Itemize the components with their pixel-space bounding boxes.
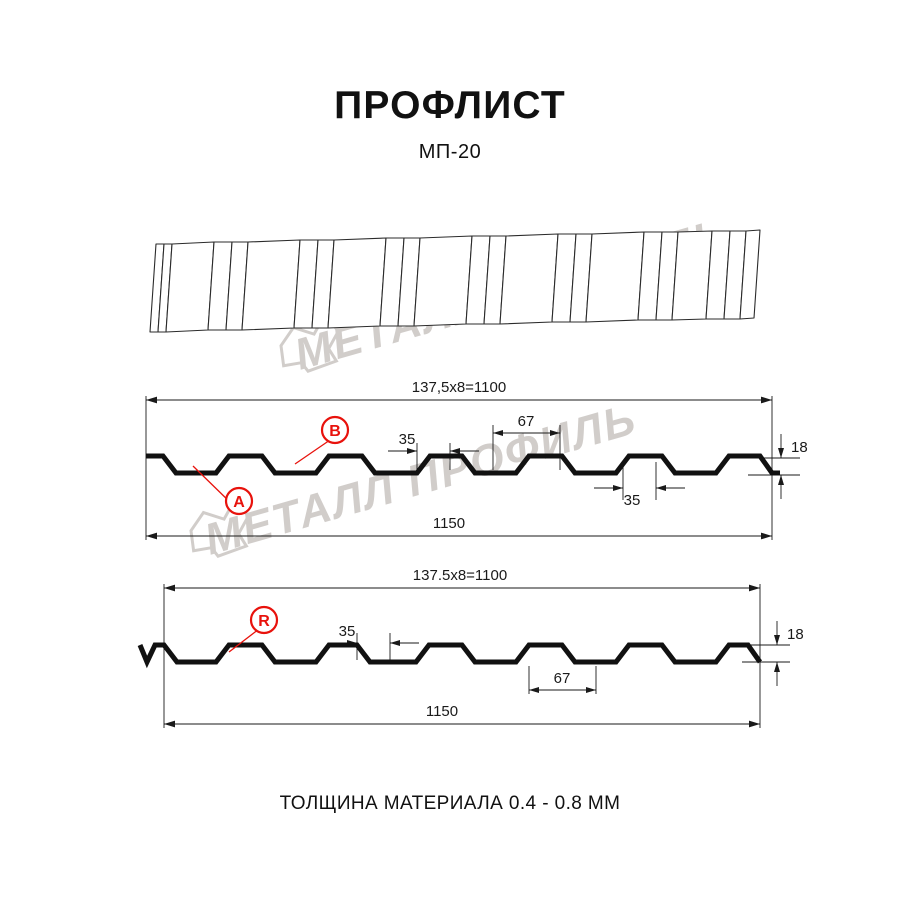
- callout-a-label: A: [233, 494, 245, 511]
- callout-b-label: B: [329, 423, 341, 440]
- dim-1150-top: [146, 532, 772, 540]
- page-subtitle: МП-20: [418, 141, 482, 163]
- section-top: 137,5x8=1100 35 67: [145, 379, 808, 540]
- footer-block: ТОЛЩИНА МАТЕРИАЛА 0.4 - 0.8 ММ: [0, 793, 900, 815]
- dim-label-35-bottom: 35: [339, 623, 356, 640]
- callout-r-circle: [249, 605, 279, 635]
- dim-label-67-top: 67: [518, 413, 535, 430]
- dim-label-35-top: 35: [399, 431, 416, 448]
- dim-35-lower-top: [594, 485, 685, 491]
- dim-67-bottom: [529, 687, 596, 693]
- dim-18-top: [778, 434, 784, 499]
- material-thickness-note: ТОЛЩИНА МАТЕРИАЛА 0.4 - 0.8 ММ: [279, 793, 621, 814]
- page-title: ПРОФЛИСТ: [334, 84, 566, 127]
- callout-a-circle: [224, 486, 254, 516]
- dim-35-top: [388, 448, 479, 454]
- dim-label-18-bottom: 18: [787, 626, 804, 643]
- profile-section-bottom: [137, 642, 763, 669]
- dim-label-35-lower-top: 35: [624, 492, 641, 509]
- callout-r-label: R: [258, 613, 270, 630]
- callout-b-circle: [320, 415, 350, 445]
- rib-group: [165, 229, 761, 333]
- dim-label-67-bottom: 67: [554, 670, 571, 687]
- dim-67-top: [493, 430, 560, 436]
- isometric-profile-view: [149, 229, 761, 333]
- dim-label-18-top: 18: [791, 439, 808, 456]
- watermark-text-2: МЕТАЛЛ ПРОФИЛЬ: [199, 394, 642, 564]
- title-block: ПРОФЛИСТ МП-20: [0, 86, 900, 164]
- extension-lines-bottom: [163, 584, 790, 728]
- dim-18-bottom: [774, 621, 780, 686]
- profile-section-top: [146, 453, 780, 476]
- section-bottom: 137.5x8=1100 35 67: [137, 567, 804, 728]
- dim-label-1150-top: 1150: [433, 515, 465, 532]
- zigzag-logo-mark-2: [189, 496, 251, 558]
- dim-modules-bottom: [164, 584, 760, 592]
- dim-1150-bottom: [164, 720, 760, 728]
- callout-b: B: [294, 415, 350, 465]
- dim-modules-top: [146, 396, 772, 404]
- watermark-lower: МЕТАЛЛ ПРОФИЛЬ: [189, 394, 642, 565]
- callout-a: A: [192, 465, 254, 516]
- dim-label-modules-top: 137,5x8=1100: [412, 379, 506, 396]
- dim-label-1150-bottom: 1150: [426, 703, 458, 720]
- zigzag-logo-mark: [279, 311, 341, 373]
- callout-r: R: [228, 605, 279, 653]
- dim-label-modules-bottom: 137.5x8=1100: [413, 567, 507, 584]
